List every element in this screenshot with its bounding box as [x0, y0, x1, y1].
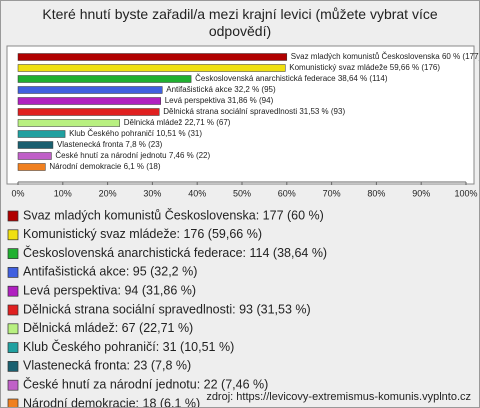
bar	[17, 53, 288, 61]
bar	[17, 119, 120, 127]
bar-label: Národní demokracie 6,1 % (18)	[49, 162, 161, 171]
legend-swatch	[7, 229, 19, 241]
bar	[17, 86, 163, 94]
bar-label: Svaz mladých komunistů Československa 60…	[291, 52, 479, 61]
legend-swatch	[7, 361, 19, 372]
legend-label: Dělnická mládež: 67 (22,71 %)	[23, 321, 193, 335]
legend-label: Vlastenecká fronta: 23 (7,8 %)	[23, 359, 191, 373]
bar	[17, 108, 160, 116]
x-tick-label: 50%	[233, 188, 251, 198]
bar-label: Levá perspektiva 31,86 % (94)	[165, 96, 274, 105]
chart-title: Které hnutí byste zařadil/a mezi krajní …	[42, 6, 438, 39]
x-tick-label: 80%	[367, 188, 385, 198]
legend-label: Národní demokracie: 18 (6,1 %)	[23, 396, 200, 407]
legend-swatch	[7, 323, 19, 335]
x-tick-label: 0%	[11, 188, 24, 198]
bar	[17, 75, 192, 83]
legend-swatch	[7, 304, 19, 316]
legend-swatch	[7, 285, 19, 297]
x-tick-label: 100%	[454, 188, 477, 198]
x-tick-label: 20%	[99, 188, 117, 198]
bar	[17, 130, 66, 138]
bar	[17, 64, 286, 72]
bar	[17, 152, 52, 160]
legend-label: Československá anarchistická federace: 1…	[23, 245, 327, 260]
legend-swatch	[7, 342, 19, 353]
x-tick-label: 90%	[412, 188, 430, 198]
source: zdroj: https://levicovy-extremismus-komu…	[206, 391, 471, 403]
bar-label: Klub Českého pohraničí 10,51 % (31)	[69, 129, 202, 138]
legend-label: Svaz mladých komunistů Československa: 1…	[23, 207, 324, 222]
x-tick-label: 10%	[54, 188, 72, 198]
x-tick-label: 30%	[143, 188, 161, 198]
bar-label: Antifašistická akce 32,2 % (95)	[166, 85, 276, 94]
legend-label: Klub Českého pohraničí: 31 (10,51 %)	[23, 339, 234, 354]
legend-label: Dělnická strana sociální spravedlnosti: …	[23, 302, 311, 316]
legend-swatch	[7, 210, 19, 222]
bar-label: Československá anarchistická federace 38…	[195, 74, 388, 83]
bar	[17, 141, 54, 149]
bar-label: Vlastenecká fronta 7,8 % (23)	[57, 140, 163, 149]
bar-label: Komunistický svaz mládeže 59,66 % (176)	[289, 63, 440, 72]
legend-swatch	[7, 248, 19, 259]
legend-swatch	[7, 267, 19, 278]
x-tick-label: 40%	[188, 188, 206, 198]
legend-swatch	[7, 398, 19, 407]
legend-swatch	[7, 379, 19, 391]
legend-label: Komunistický svaz mládeže: 176 (59,66 %)	[23, 227, 262, 241]
bar-label: České hnutí za národní jednotu 7,46 % (2…	[55, 151, 210, 160]
bar	[17, 163, 46, 171]
legend-label: Levá perspektiva: 94 (31,86 %)	[23, 283, 196, 297]
legend-label: České hnutí za národní jednotu: 22 (7,46…	[23, 376, 268, 391]
bar-label: Dělnická mládež 22,71 % (67)	[124, 118, 231, 127]
x-tick-label: 60%	[278, 188, 296, 198]
x-tick-label: 70%	[323, 188, 341, 198]
legend-label: Antifašistická akce: 95 (32,2 %)	[23, 265, 197, 279]
bar-label: Dělnická strana sociální spravedlnosti 3…	[163, 107, 345, 116]
bar	[17, 97, 161, 105]
